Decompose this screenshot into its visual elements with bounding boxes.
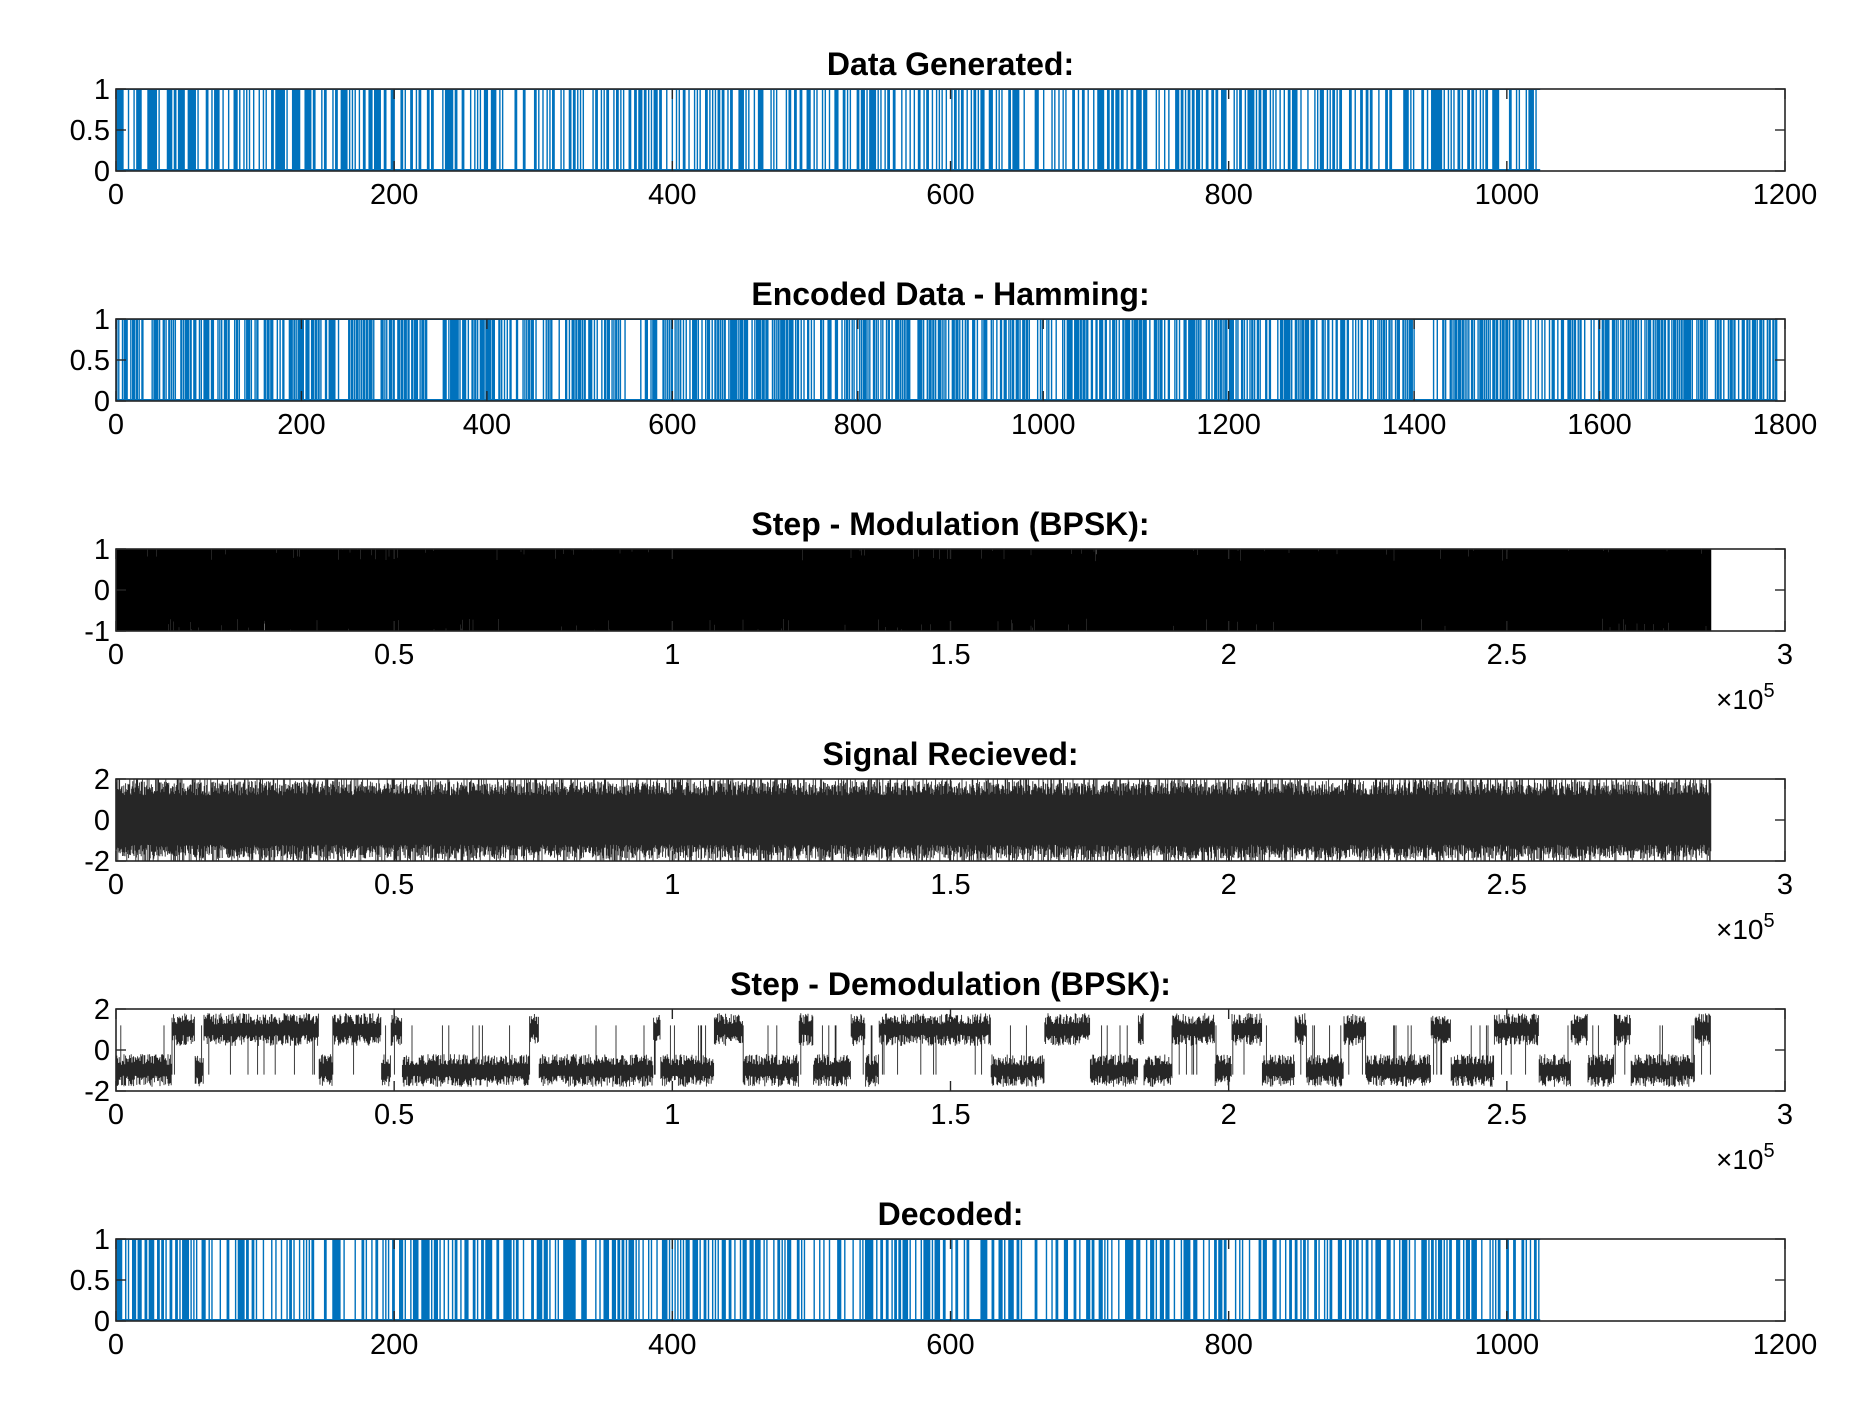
x-tick-label: 400: [463, 409, 511, 441]
x-tick-label: 1.5: [930, 869, 970, 901]
x-tick-label: 2.5: [1487, 639, 1527, 671]
y-tick-label: 0: [94, 386, 110, 418]
y-tick-label: 0: [94, 1306, 110, 1338]
subplot-2: 0 200 400 600 800 1000 1200 1400 1600 1800 0 0.5 1 En…: [70, 276, 1818, 441]
x-exponent-label: ×105: [1716, 1140, 1775, 1175]
y-tick-label: 0: [94, 1035, 110, 1067]
x-tick-label: 2.5: [1487, 1099, 1527, 1131]
y-tick-label: 0.5: [70, 115, 110, 147]
x-tick-label: 200: [370, 1329, 418, 1361]
y-tick-label: 0: [94, 156, 110, 188]
x-tick-label: 1: [664, 1099, 680, 1131]
x-tick-label: 0: [108, 179, 124, 211]
x-tick-label: 1: [664, 639, 680, 671]
x-tick-label: 2: [1221, 869, 1237, 901]
x-tick-label: 0: [108, 639, 124, 671]
x-tick-label: 1200: [1753, 179, 1818, 211]
series-waveform: [116, 779, 1712, 861]
x-tick-label: 1000: [1475, 179, 1540, 211]
x-exponent-power: 5: [1764, 910, 1775, 932]
x-tick-label: 2: [1221, 639, 1237, 671]
x-tick-label: 1800: [1753, 409, 1818, 441]
series-demodulated: [116, 1013, 1711, 1087]
x-tick-label: 400: [648, 179, 696, 211]
y-tick-label: 0.5: [70, 345, 110, 377]
subplot-title: Data Generated:: [827, 46, 1074, 82]
plot-area: [116, 549, 1712, 631]
x-tick-label: 800: [834, 409, 882, 441]
x-tick-label: 1000: [1475, 1329, 1540, 1361]
x-tick-label: 200: [277, 409, 325, 441]
x-exponent-label: ×105: [1716, 910, 1775, 945]
x-tick-label: 0.5: [374, 869, 414, 901]
x-exponent-label: ×105: [1716, 680, 1775, 715]
x-tick-label: 1400: [1382, 409, 1447, 441]
x-tick-label: 0: [108, 1099, 124, 1131]
x-tick-label: 0: [108, 869, 124, 901]
plot-area: [116, 1013, 1711, 1087]
y-tick-label: 1: [94, 304, 110, 336]
subplot-title: Signal Recieved:: [822, 736, 1078, 772]
y-tick-label: -1: [84, 616, 110, 648]
x-tick-label: 0.5: [374, 1099, 414, 1131]
y-tick-label: 0: [94, 575, 110, 607]
y-tick-label: 0.5: [70, 1265, 110, 1297]
y-tick-label: 2: [94, 994, 110, 1026]
x-tick-label: 200: [370, 179, 418, 211]
axes-background: [116, 89, 1785, 171]
x-tick-label: 0: [108, 409, 124, 441]
x-tick-label: 600: [926, 179, 974, 211]
x-tick-label: 1.5: [930, 639, 970, 671]
x-tick-label: 1: [664, 869, 680, 901]
subplot-title: Decoded:: [878, 1196, 1024, 1232]
y-tick-label: -2: [84, 846, 110, 878]
x-tick-label: 1200: [1753, 1329, 1818, 1361]
plot-area: [116, 89, 1541, 171]
subplot-title: Step - Demodulation (BPSK):: [730, 966, 1171, 1002]
x-tick-label: 3: [1777, 869, 1793, 901]
subplot-1: 0 200 400 600 800 1000 1200 0 0.5 1 Data Generated…: [70, 46, 1818, 211]
x-tick-label: 0: [108, 1329, 124, 1361]
series-waveform-fill: [116, 549, 1712, 631]
x-tick-label: 1200: [1196, 409, 1261, 441]
x-tick-label: 400: [648, 1329, 696, 1361]
x-exponent-base: ×10: [1716, 684, 1764, 715]
subplot-6: 0 200 400 600 800 1000 1200 0 0.5 1 Decoded:: [70, 1196, 1818, 1361]
y-tick-label: 1: [94, 1224, 110, 1256]
x-exponent-base: ×10: [1716, 914, 1764, 945]
x-tick-label: 1600: [1567, 409, 1632, 441]
y-tick-label: 0: [94, 805, 110, 837]
y-tick-label: -2: [84, 1076, 110, 1108]
x-tick-label: 2: [1221, 1099, 1237, 1131]
x-tick-label: 600: [648, 409, 696, 441]
x-tick-label: 800: [1204, 1329, 1252, 1361]
subplot-title: Encoded Data - Hamming:: [751, 276, 1149, 312]
x-exponent-base: ×10: [1716, 1144, 1764, 1175]
x-tick-label: 1000: [1011, 409, 1076, 441]
subplot-title: Step - Modulation (BPSK):: [751, 506, 1149, 542]
y-tick-label: 1: [94, 74, 110, 106]
x-tick-label: 3: [1777, 1099, 1793, 1131]
x-tick-label: 2.5: [1487, 869, 1527, 901]
x-tick-label: 600: [926, 1329, 974, 1361]
y-tick-label: 2: [94, 764, 110, 796]
y-tick-label: 1: [94, 534, 110, 566]
x-tick-label: 800: [1204, 179, 1252, 211]
x-exponent-power: 5: [1764, 680, 1775, 702]
x-exponent-power: 5: [1764, 1140, 1775, 1162]
plot-area: [116, 779, 1712, 861]
x-tick-label: 0.5: [374, 639, 414, 671]
x-tick-label: 1.5: [930, 1099, 970, 1131]
x-tick-label: 3: [1777, 639, 1793, 671]
